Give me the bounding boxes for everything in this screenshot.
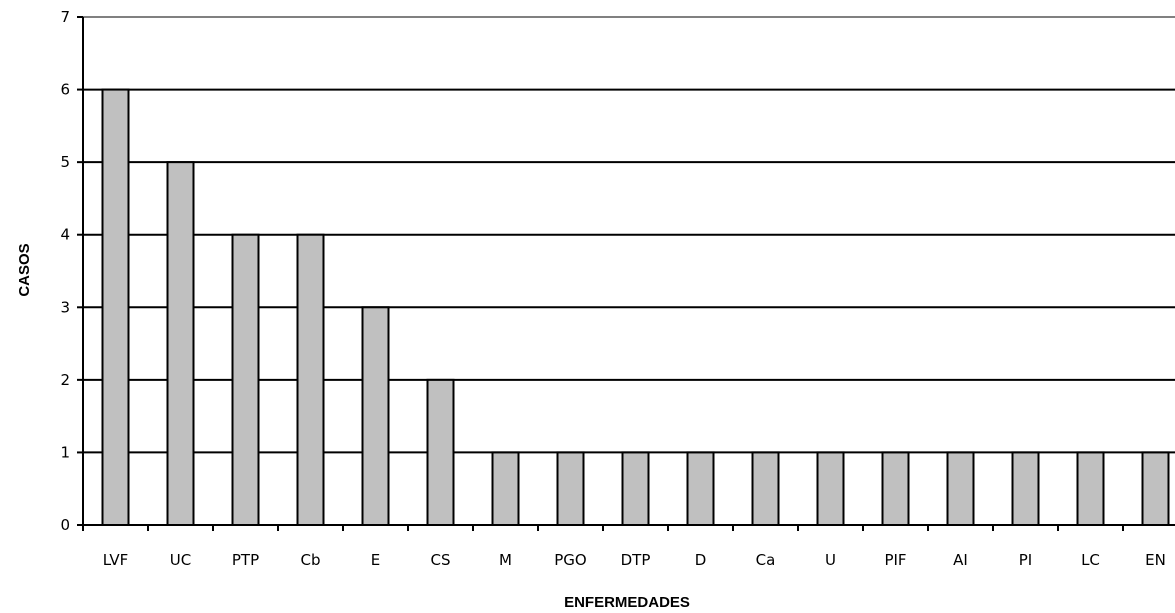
x-tick-label: D xyxy=(695,551,707,569)
x-tick-label: LC xyxy=(1081,551,1100,569)
x-tick-label: EN xyxy=(1145,551,1166,569)
bar-dtp xyxy=(621,451,650,526)
bar-u xyxy=(816,451,845,526)
x-tick-label: AI xyxy=(953,551,968,569)
x-tick-label: CS xyxy=(431,551,451,569)
x-tick-label: PGO xyxy=(554,551,586,569)
y-tick-label: 5 xyxy=(60,153,70,171)
bar-m xyxy=(491,451,520,526)
x-tick-label: PI xyxy=(1019,551,1032,569)
x-axis-title: ENFERMEDADES xyxy=(564,594,690,611)
x-tick-label: DTP xyxy=(621,551,651,569)
bar-uc xyxy=(166,161,195,526)
y-tick-label: 7 xyxy=(60,8,70,26)
x-tick-label: UC xyxy=(170,551,191,569)
y-tick-label: 2 xyxy=(60,371,70,389)
bar-ca xyxy=(751,451,780,526)
x-tick-label: Cb xyxy=(301,551,321,569)
x-tick-label: PTP xyxy=(232,551,259,569)
y-tick-label: 3 xyxy=(60,298,70,316)
x-tick-label: E xyxy=(371,551,380,569)
x-tick-label: M xyxy=(499,551,512,569)
bar-e xyxy=(361,306,390,526)
bar-pgo xyxy=(556,451,585,526)
x-tick-label: U xyxy=(825,551,836,569)
tick-labels: 0 1 2 3 4 5 6 7 LVF UC PTP Cb E CS M PGO DTP D Ca U PIF AI PI L… xyxy=(60,8,1165,569)
x-tick-label: Ca xyxy=(756,551,776,569)
bar-cs xyxy=(426,378,455,526)
bar-ptp xyxy=(231,233,260,526)
x-tick-label: LVF xyxy=(103,551,129,569)
y-tick-label: 0 xyxy=(60,516,70,534)
bar-pi xyxy=(1011,451,1040,526)
bar-lvf xyxy=(101,88,130,526)
bar-ai xyxy=(946,451,975,526)
x-tick-label: PIF xyxy=(884,551,906,569)
bar-lc xyxy=(1076,451,1105,526)
y-axis-title: CASOS xyxy=(16,243,33,296)
y-tick-label: 1 xyxy=(60,443,70,461)
axes xyxy=(77,16,1175,531)
y-tick-label: 6 xyxy=(60,81,70,99)
bar-d xyxy=(686,451,715,526)
y-tick-label: 4 xyxy=(60,226,70,244)
gridlines xyxy=(83,16,1175,454)
bar-cb xyxy=(296,233,325,526)
bar-pif xyxy=(881,451,910,526)
bar-en xyxy=(1141,451,1170,526)
